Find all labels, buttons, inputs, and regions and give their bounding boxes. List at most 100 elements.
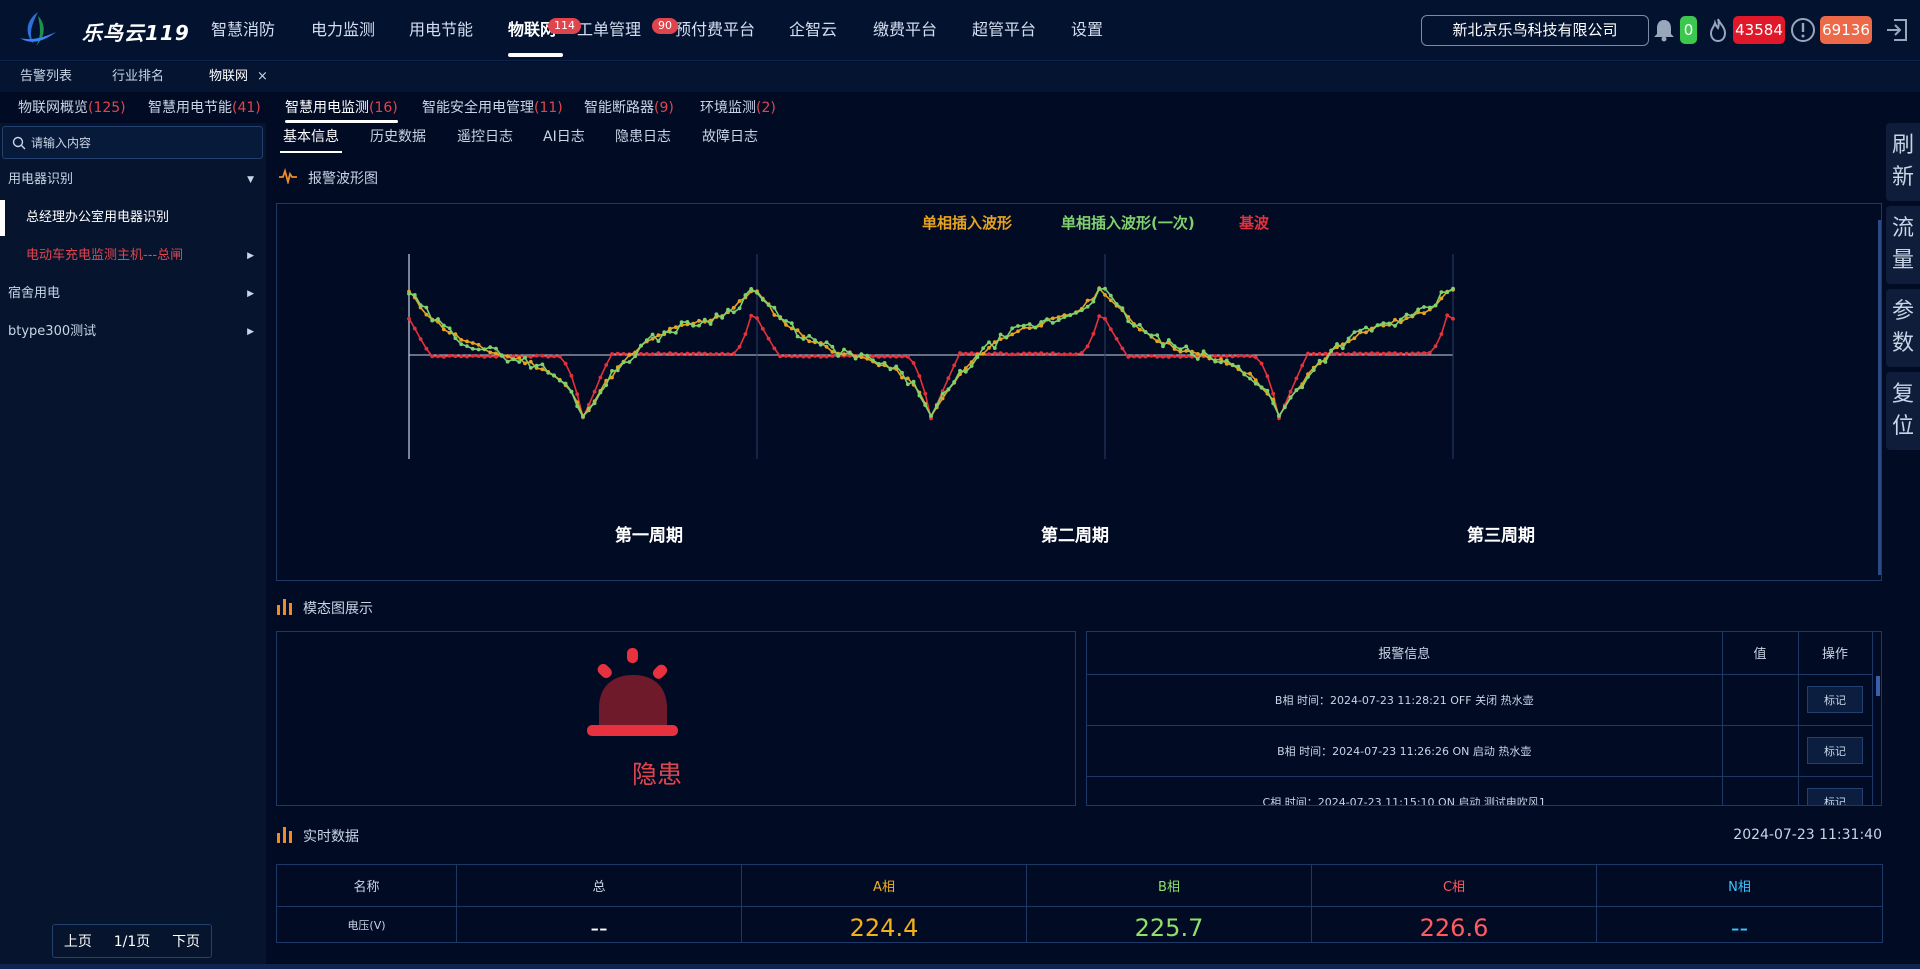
fundamental-series-point <box>801 354 806 359</box>
rt-value-phase-b: 225.7 <box>1026 906 1312 943</box>
insert-wave-series-point <box>650 336 655 341</box>
insert-wave-series-point <box>610 375 614 380</box>
insert-wave-once-series-point <box>540 362 545 367</box>
company-selector[interactable]: 新北京乐鸟科技有限公司 <box>1421 15 1649 46</box>
chevron-down-icon: ▼ <box>247 175 254 185</box>
insert-wave-series-point <box>1253 378 1258 383</box>
tree-item-btype300[interactable]: btype300测试 ▶ <box>0 314 266 350</box>
insert-wave-series-point <box>1039 323 1044 328</box>
refresh-button[interactable]: 刷新 <box>1886 123 1920 201</box>
fundamental-series-point <box>540 353 545 358</box>
wave-scrollbar[interactable] <box>1878 220 1881 575</box>
alarm-action-cell: 标记 <box>1798 674 1873 726</box>
mark-button[interactable]: 标记 <box>1807 788 1863 805</box>
tab-alarm-list[interactable]: 告警列表 <box>20 69 73 84</box>
nav-smart-fire[interactable]: 智慧消防 <box>211 20 276 39</box>
fundamental-series-point <box>1149 354 1154 358</box>
tab-ai-log[interactable]: AI日志 <box>543 129 585 145</box>
cat-tab-safe-power[interactable]: 智能安全用电管理(11) <box>422 100 563 116</box>
tab-basic-info[interactable]: 基本信息 <box>280 123 342 153</box>
search-input[interactable] <box>31 127 256 158</box>
fundamental-series-point <box>714 352 719 356</box>
nav-power-monitor[interactable]: 电力监测 <box>311 20 376 39</box>
cat-tab-smart-monitor[interactable]: 智慧用电监测(16) <box>285 93 398 123</box>
mark-button[interactable]: 标记 <box>1807 686 1863 713</box>
nav-settings[interactable]: 设置 <box>1071 20 1104 39</box>
next-page-button[interactable]: 下页 <box>172 934 201 950</box>
insert-wave-once-series-point <box>992 346 997 350</box>
mark-button[interactable]: 标记 <box>1807 737 1863 764</box>
fundamental-series-point <box>772 346 777 351</box>
fundamental-series-point <box>598 375 603 380</box>
warning-icon[interactable] <box>1790 17 1816 43</box>
params-button[interactable]: 参数 <box>1886 289 1920 367</box>
tree-item-ebike-charging[interactable]: 电动车充电监测主机---总闸 ▶ <box>0 238 266 274</box>
insert-wave-once-series-point <box>1132 323 1136 328</box>
period-3-label: 第三周期 <box>1467 526 1535 546</box>
alarm-scrollbar[interactable] <box>1876 676 1880 696</box>
insert-wave-once-series-point <box>441 323 446 328</box>
fire-icon[interactable] <box>1705 17 1731 43</box>
insert-wave-once-series-point <box>1149 333 1154 338</box>
prev-page-button[interactable]: 上页 <box>63 934 92 950</box>
close-tab-icon[interactable]: × <box>257 69 268 84</box>
realtime-table: 名称 总 A相 B相 C相 N相 电压(V) -- 224.4 225.7 22… <box>276 864 1883 943</box>
insert-wave-once-series-point <box>621 360 626 365</box>
state-section-title: 模态图展示 <box>303 601 373 617</box>
nav-iot[interactable]: 物联网 <box>508 0 563 61</box>
nav-work-order[interactable]: 工单管理 <box>577 20 642 39</box>
nav-super-admin[interactable]: 超管平台 <box>972 20 1037 39</box>
fundamental-series-point <box>1021 351 1026 356</box>
nav-prepaid[interactable]: 预付费平台 <box>675 20 756 39</box>
fundamental-series-point <box>1103 316 1107 321</box>
fundamental-series-point <box>1184 354 1189 359</box>
insert-wave-once-series-point <box>1398 317 1403 322</box>
tree-item-appliance-recognition[interactable]: 用电器识别 ▼ <box>0 162 266 198</box>
insert-wave-series-point <box>969 360 974 364</box>
insert-wave-once-series-point <box>1126 319 1131 324</box>
tab-fault-log[interactable]: 故障日志 <box>702 129 758 145</box>
cat-tab-smart-energy[interactable]: 智慧用电节能(41) <box>148 100 261 116</box>
insert-wave-once-series-point <box>755 290 759 295</box>
tab-hazard-log[interactable]: 隐患日志 <box>615 129 671 145</box>
insert-wave-once-series-point <box>975 355 980 359</box>
bell-count[interactable]: 0 <box>1680 16 1697 44</box>
tab-industry-ranking[interactable]: 行业排名 <box>112 69 165 84</box>
nav-enterprise-cloud[interactable]: 企智云 <box>789 20 838 39</box>
tab-remote-log[interactable]: 遥控日志 <box>457 129 513 145</box>
fire-count[interactable]: 43584 <box>1733 16 1785 44</box>
fundamental-series-point <box>778 354 783 359</box>
tab-history-data[interactable]: 历史数据 <box>370 129 426 145</box>
tab-iot[interactable]: 物联网 <box>209 69 249 84</box>
logout-icon[interactable] <box>1884 17 1910 43</box>
fundamental-series-point <box>1323 351 1328 356</box>
tree-item-gm-office[interactable]: 总经理办公室用电器识别 <box>0 200 266 236</box>
chevron-right-icon: ▶ <box>247 327 254 337</box>
insert-wave-once-series-point <box>673 330 678 335</box>
rt-value-phase-a: 224.4 <box>741 906 1027 943</box>
fundamental-series-point <box>592 389 597 394</box>
nav-energy-saving[interactable]: 用电节能 <box>409 20 474 39</box>
reset-button[interactable]: 复位 <box>1886 372 1920 450</box>
insert-wave-once-series-point <box>1387 321 1392 326</box>
insert-wave-series-point <box>668 326 672 331</box>
fundamental-series-point <box>1387 351 1392 355</box>
traffic-button[interactable]: 流量 <box>1886 206 1920 284</box>
nav-payment[interactable]: 缴费平台 <box>873 20 938 39</box>
warning-count[interactable]: 69136 <box>1820 16 1872 44</box>
insert-wave-once-series-point <box>1050 321 1055 325</box>
tree-item-dorm-power[interactable]: 宿舍用电 ▶ <box>0 276 266 312</box>
insert-wave-series-point <box>824 344 829 349</box>
fundamental-series-point <box>1062 352 1067 357</box>
cat-tab-breaker[interactable]: 智能断路器(9) <box>584 100 674 116</box>
fundamental-series-point <box>813 354 817 358</box>
cat-tab-iot-overview[interactable]: 物联网概览(125) <box>18 100 126 116</box>
table-row: C相 时间：2024-07-23 11:15:10 ON 启动 测试电吹风1 标… <box>1087 776 1873 805</box>
fundamental-series-point <box>1427 350 1432 355</box>
fundamental-series-point <box>818 354 823 359</box>
fundamental-series-point <box>465 354 469 359</box>
fundamental-series-point <box>430 354 435 359</box>
bell-icon[interactable] <box>1651 17 1677 43</box>
cat-tab-environment[interactable]: 环境监测(2) <box>700 100 776 116</box>
insert-wave-once-series-point <box>1422 305 1426 309</box>
